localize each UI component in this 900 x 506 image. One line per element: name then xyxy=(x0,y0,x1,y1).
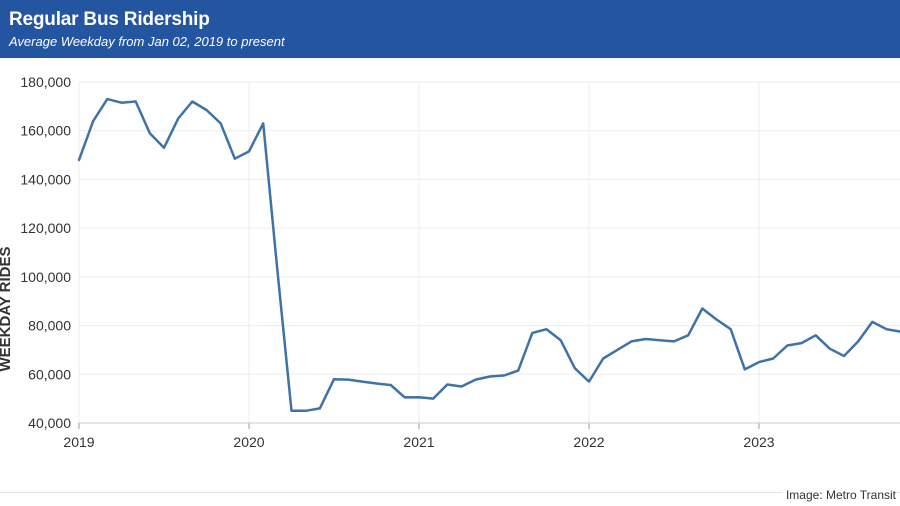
y-axis-label: WEEKDAY RIDES xyxy=(0,246,14,371)
line-chart: 40,000 60,000 80,000 100,000 120,000 140,000 1… xyxy=(0,74,900,450)
y-tick-label: 80,000 xyxy=(28,318,71,334)
y-axis-ticks: 40,000 60,000 80,000 100,000 120,000 140,000 1… xyxy=(20,74,71,431)
x-tick-label: 2023 xyxy=(743,434,774,450)
x-tick-label: 2020 xyxy=(233,434,264,450)
y-tick-label: 140,000 xyxy=(20,171,71,187)
series-group xyxy=(77,97,900,413)
y-tick-label: 180,000 xyxy=(20,74,71,90)
chart-header: Regular Bus Ridership Average Weekday fr… xyxy=(0,0,900,58)
image-credit: Image: Metro Transit xyxy=(781,488,896,502)
y-tick-label: 60,000 xyxy=(28,366,71,382)
chart-title: Regular Bus Ridership xyxy=(9,9,210,30)
x-tick-label: 2021 xyxy=(403,434,434,450)
y-tick-label: 100,000 xyxy=(20,269,71,285)
y-tick-label: 40,000 xyxy=(28,415,71,431)
x-axis-ticks: 2019 2020 2021 2022 2023 xyxy=(63,434,774,450)
x-tick-label: 2019 xyxy=(63,434,94,450)
chart-subtitle: Average Weekday from Jan 02, 2019 to pre… xyxy=(9,34,285,49)
series-line xyxy=(77,97,900,413)
y-tick-label: 160,000 xyxy=(20,123,71,139)
x-tick-label: 2022 xyxy=(573,434,604,450)
gridlines xyxy=(78,81,900,429)
y-tick-label: 120,000 xyxy=(20,220,71,236)
bottom-divider xyxy=(0,492,900,493)
